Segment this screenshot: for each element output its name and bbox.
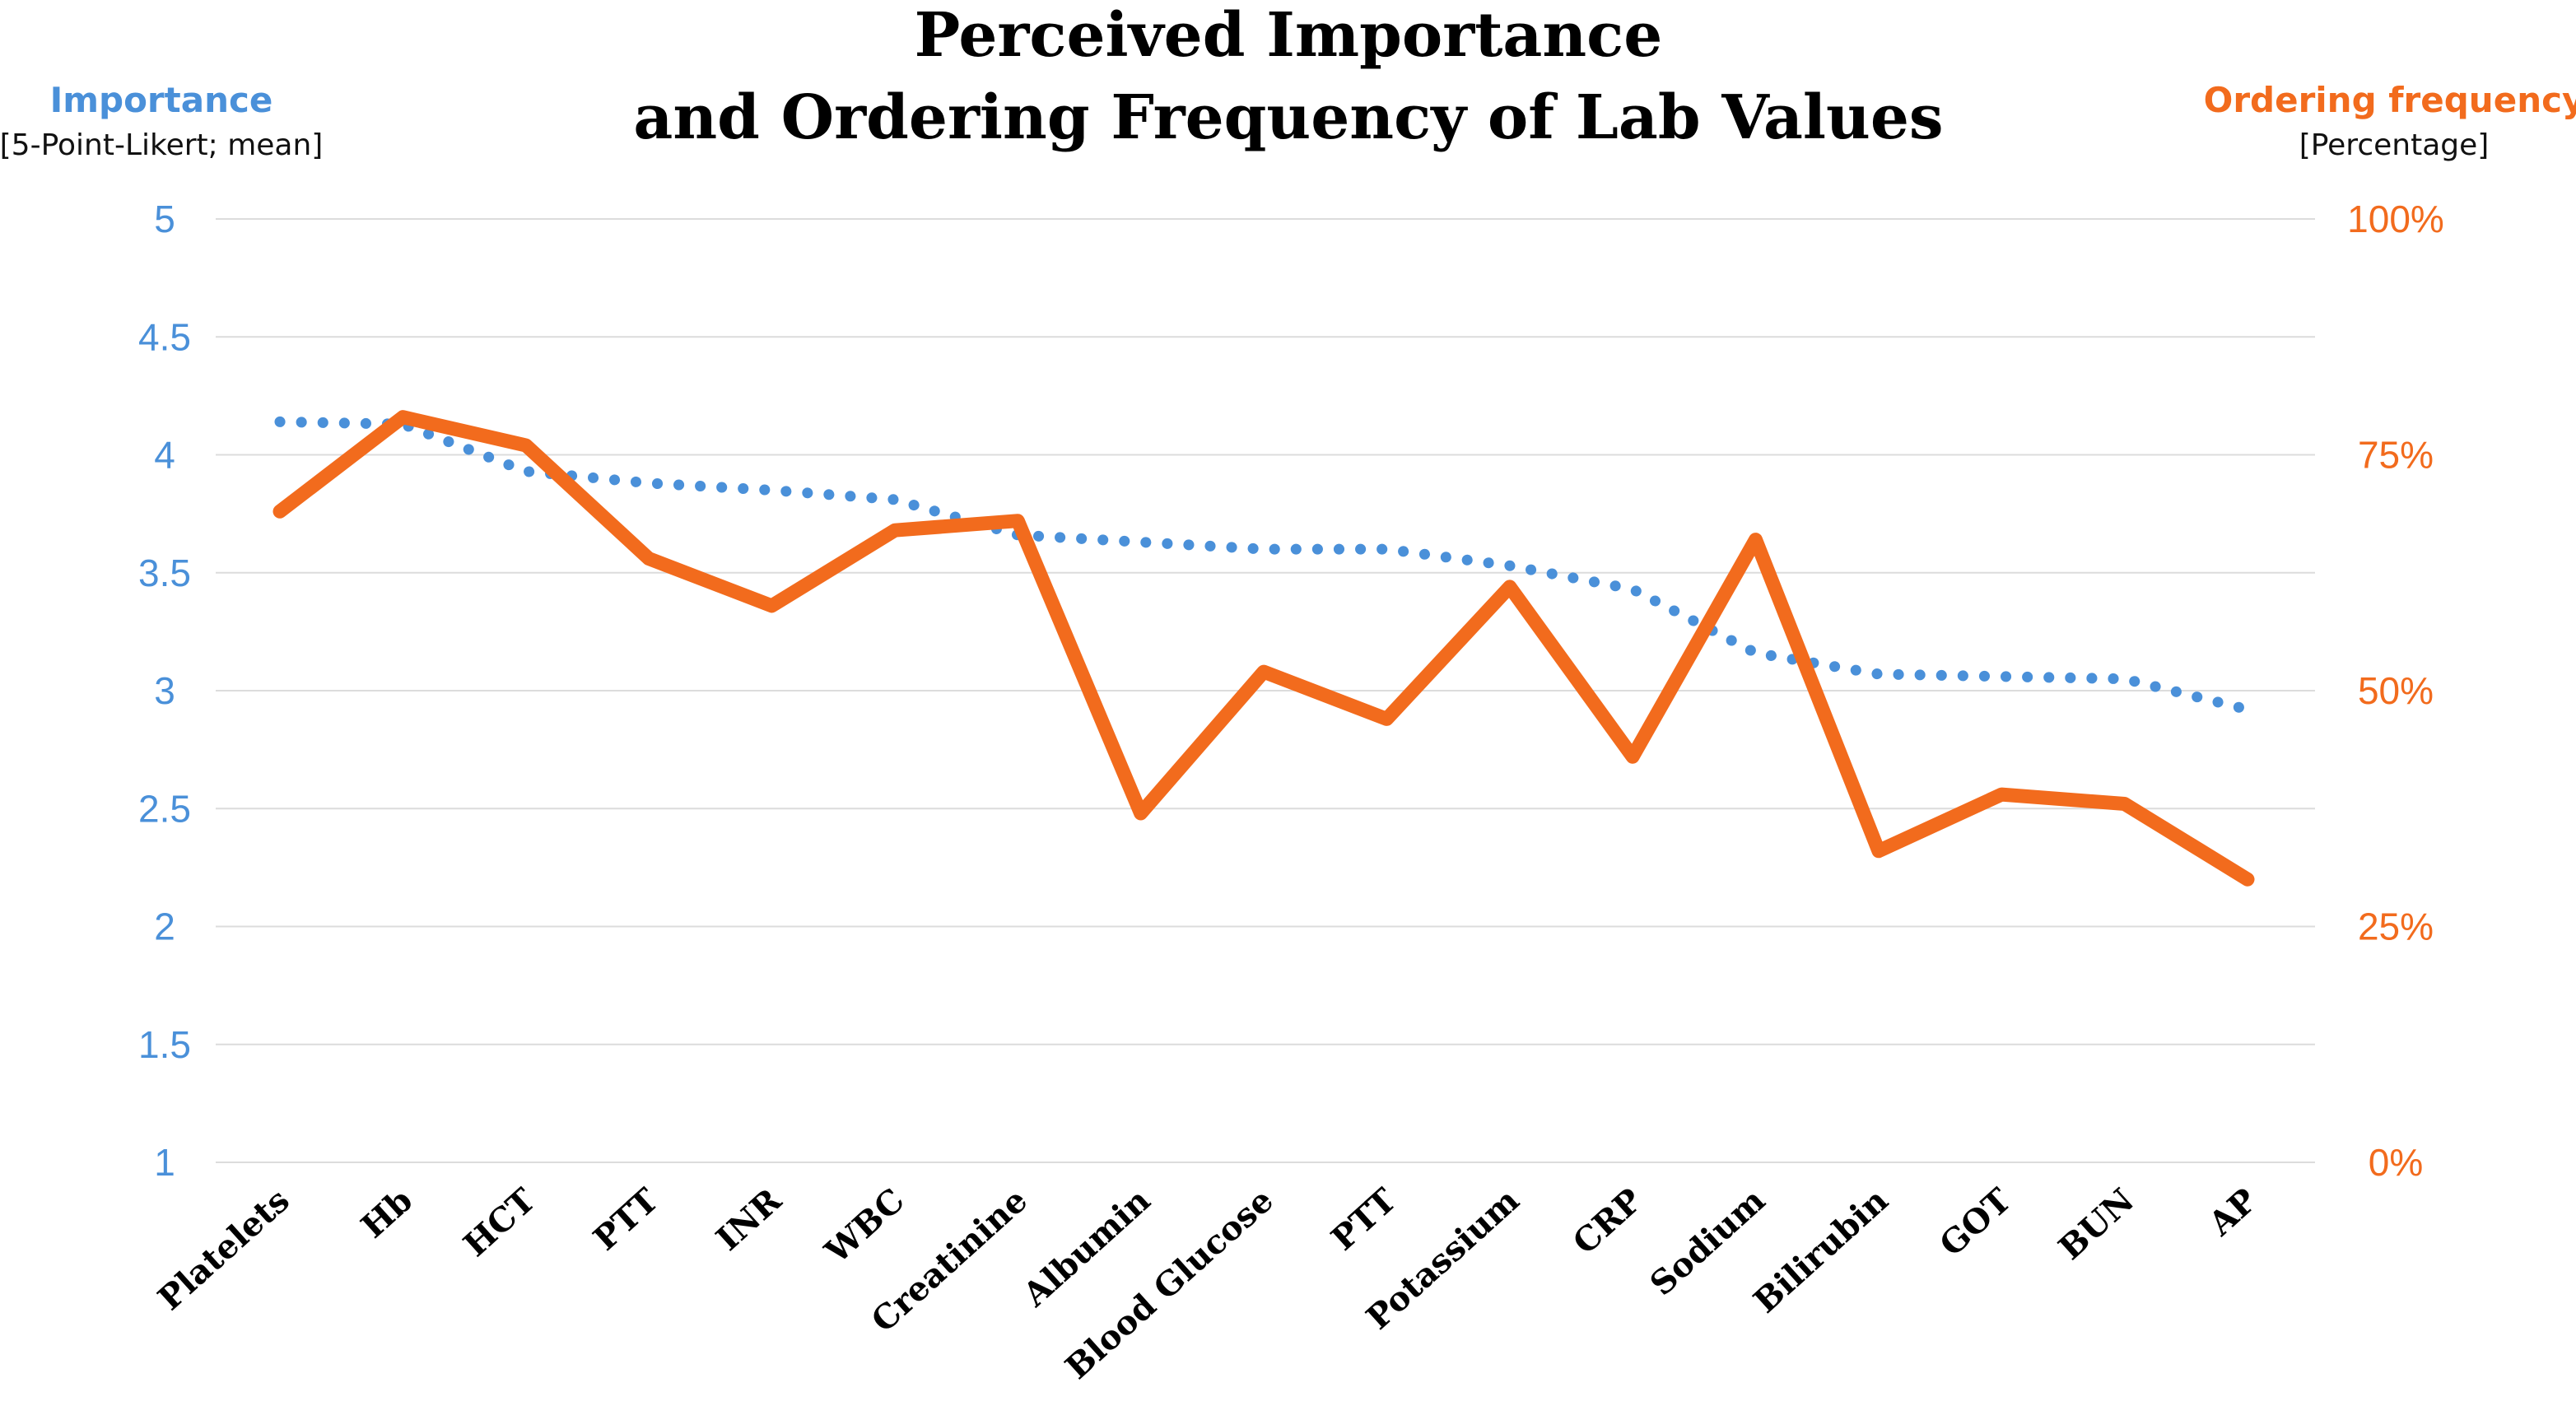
ordering-frequency-point (1632, 756, 1633, 757)
importance-point (1140, 542, 1142, 543)
importance-point (1632, 589, 1633, 590)
ordering-frequency-point (1017, 520, 1018, 522)
ordering-frequency-point (894, 529, 896, 531)
ordering-frequency-point (1140, 812, 1142, 814)
category-label: BUN (2052, 1181, 2142, 1268)
importance-point (2247, 709, 2248, 710)
ordering-frequency-point (648, 558, 650, 560)
right-axis-subtitle: [Percentage] (2299, 128, 2490, 162)
chart-title-line-1: Perceived Importance (915, 0, 1663, 71)
importance-point (771, 489, 773, 491)
ordering-frequency-point (771, 605, 773, 607)
right-tick-label: 100% (2347, 198, 2444, 240)
right-axis-title: Ordering frequency (2204, 80, 2576, 120)
left-tick-label: 1.5 (138, 1023, 191, 1066)
category-label: Bilirubin (1746, 1181, 1895, 1321)
category-label: Platelets (151, 1181, 297, 1319)
left-axis-subtitle: [5-Point-Likert; mean] (0, 128, 323, 162)
importance-point (2001, 676, 2002, 677)
category-label: INR (709, 1180, 790, 1259)
left-tick-label: 4.5 (138, 315, 191, 358)
right-tick-label: 25% (2358, 906, 2434, 948)
ordering-frequency-point (1755, 539, 1757, 541)
importance-point (1878, 673, 1880, 675)
importance-point (1509, 565, 1511, 566)
right-axis-ticks: 0% 25% 50% 75% 100% (2347, 198, 2444, 1184)
series-layer (273, 410, 2255, 887)
ordering-frequency-point (1509, 586, 1511, 588)
ordering-frequency-point (1263, 671, 1265, 673)
ordering-frequency-point (402, 417, 403, 418)
left-axis-title: Importance (50, 80, 273, 120)
ordering-frequency-point (2124, 803, 2126, 805)
right-tick-label: 0% (2369, 1141, 2423, 1184)
importance-point (2124, 678, 2126, 680)
importance-point (1263, 548, 1265, 550)
category-label: AP (2201, 1181, 2265, 1244)
category-label: CRP (1566, 1181, 1650, 1263)
category-labels: Platelets Hb HCT PTT INR WBCCreatinineAlbumin… (151, 1180, 2265, 1387)
ordering-frequency-point (279, 510, 281, 512)
left-tick-label: 4 (154, 434, 175, 477)
left-tick-label: 2 (154, 906, 175, 948)
ordering-frequency-point (1386, 718, 1387, 719)
left-tick-label: 2.5 (138, 787, 191, 830)
ordering-frequency-series-line (273, 410, 2255, 887)
category-label: Blood Glucose (1058, 1181, 1281, 1387)
category-label: PTT (1324, 1180, 1404, 1258)
importance-series-line (274, 416, 2253, 715)
ordering-frequency-point (2247, 878, 2248, 880)
left-axis-ticks: 1 1.5 2 2.5 3 3.5 4 4.5 5 (138, 198, 191, 1184)
importance-point (1386, 548, 1387, 550)
grid-lines (216, 218, 2315, 1163)
importance-point (894, 499, 896, 500)
importance-point (648, 482, 650, 484)
left-tick-label: 3 (154, 669, 175, 712)
category-label: Hb (354, 1181, 420, 1246)
left-tick-label: 5 (154, 198, 175, 240)
left-tick-label: 3.5 (138, 552, 191, 594)
chart-title-line-2: and Ordering Frequency of Lab Values (633, 82, 1943, 153)
ordering-frequency-point (2001, 794, 2002, 795)
right-tick-label: 50% (2358, 669, 2434, 712)
category-label: HCT (456, 1180, 543, 1264)
category-label: GOT (1932, 1180, 2019, 1264)
left-tick-label: 1 (154, 1141, 175, 1184)
right-tick-label: 75% (2358, 434, 2434, 477)
ordering-frequency-point (1878, 850, 1880, 852)
category-label: WBC (818, 1181, 912, 1272)
importance-point (1755, 652, 1757, 654)
importance-point (279, 421, 281, 422)
importance-point (525, 471, 527, 473)
ordering-frequency-point (525, 445, 527, 446)
category-label: PTT (586, 1180, 666, 1258)
